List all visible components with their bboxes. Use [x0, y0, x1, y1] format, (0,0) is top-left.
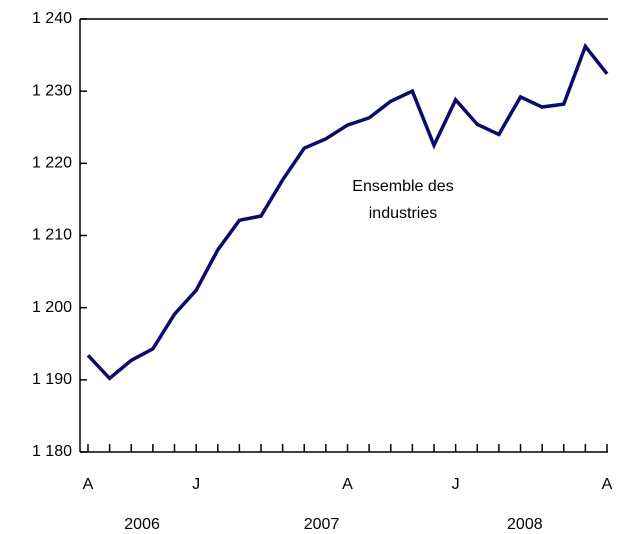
y-tick-label: 1 220 — [32, 155, 72, 172]
annotation: Ensemble des — [352, 178, 453, 195]
year-label: 2006 — [124, 516, 160, 533]
y-tick-label: 1 210 — [32, 227, 72, 244]
annotation: industries — [369, 205, 437, 222]
x-tick-label: A — [602, 476, 613, 493]
year-label: 2008 — [507, 516, 543, 533]
x-tick-label: J — [452, 476, 460, 493]
y-tick-label: 1 200 — [32, 299, 72, 316]
y-tick-label: 1 230 — [32, 82, 72, 99]
y-tick-label: 1 240 — [32, 10, 72, 27]
x-tick-label: A — [83, 476, 94, 493]
year-label: 2007 — [304, 516, 340, 533]
data-line — [86, 42, 609, 381]
x-tick-label: J — [192, 476, 200, 493]
y-tick-label: 1 180 — [32, 443, 72, 460]
y-tick-label: 1 190 — [32, 371, 72, 388]
x-tick-label: A — [342, 476, 353, 493]
